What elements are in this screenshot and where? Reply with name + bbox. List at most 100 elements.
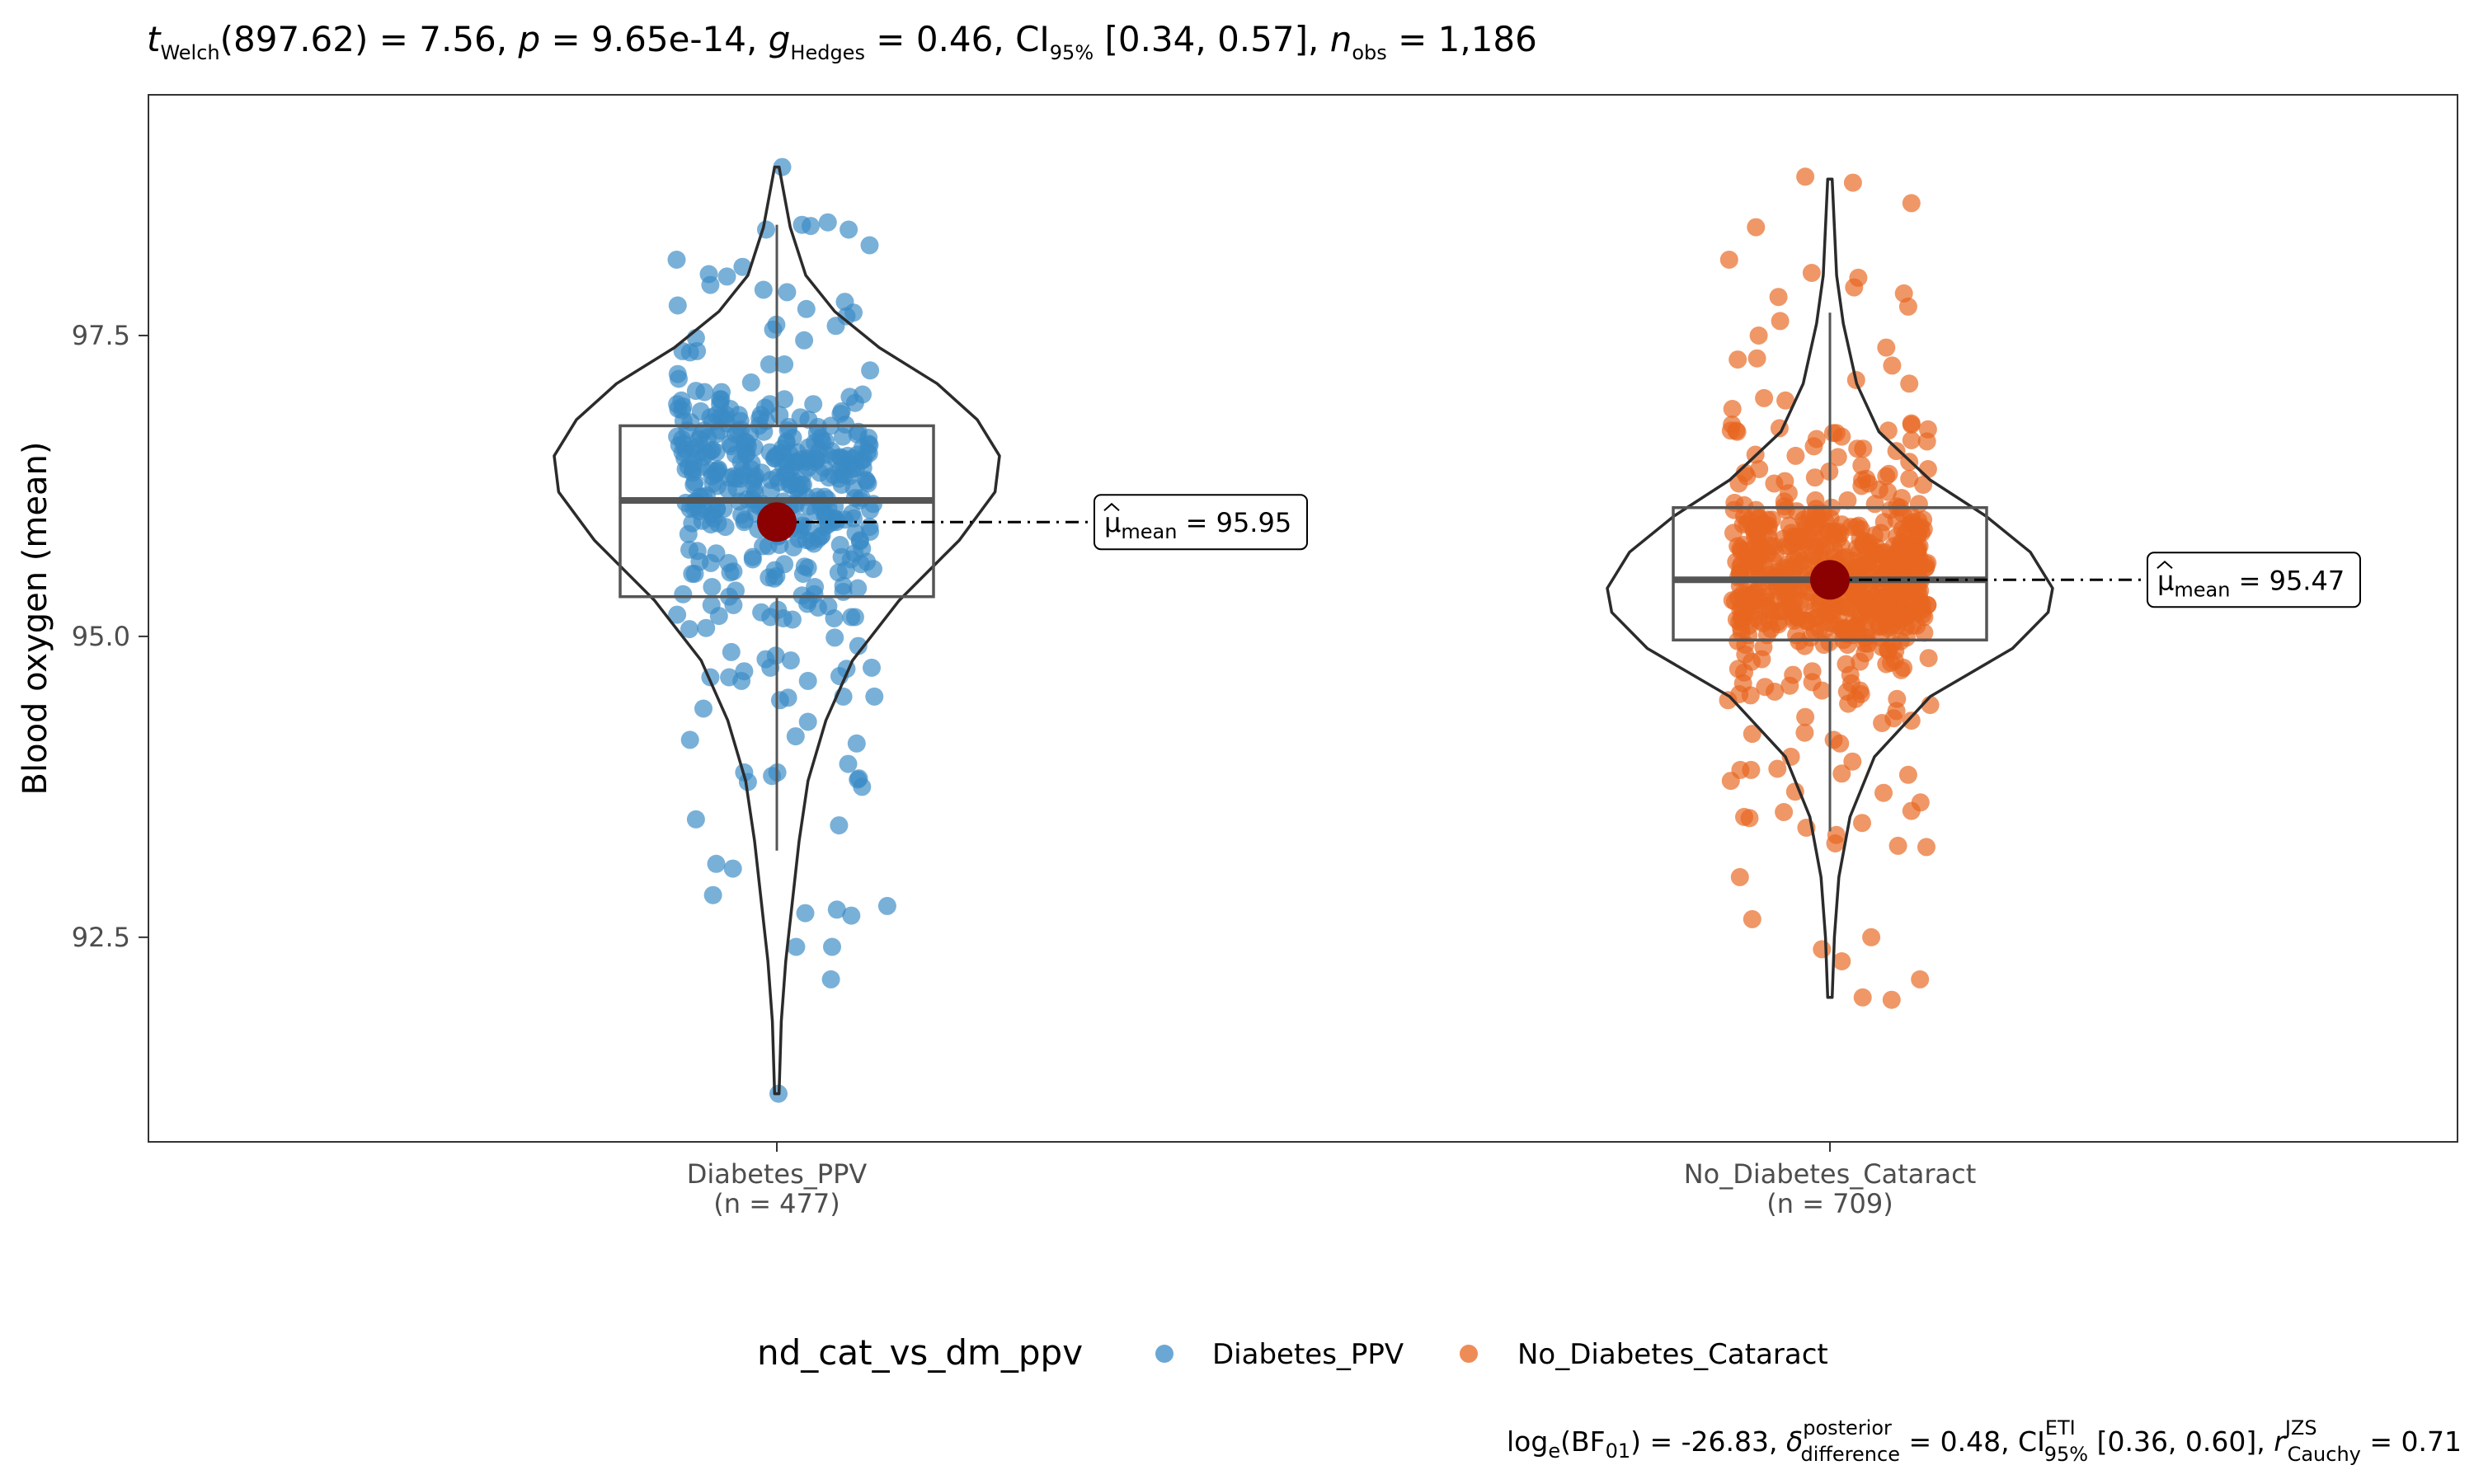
data-point (668, 395, 687, 414)
data-point (778, 688, 797, 707)
mean-subscript: mean (2174, 578, 2230, 601)
data-point (1748, 553, 1767, 572)
data-point (1750, 611, 1769, 630)
data-point (731, 453, 750, 472)
data-point (668, 605, 687, 624)
data-point (673, 341, 692, 360)
data-point (1849, 268, 1868, 287)
y-tick-label: 97.5 (72, 320, 130, 351)
data-point (783, 429, 802, 447)
data-point (1739, 511, 1758, 530)
data-point (707, 544, 726, 563)
data-point (1832, 537, 1851, 556)
mean-subscript: mean (1121, 520, 1177, 543)
data-point (708, 461, 727, 480)
hat-mark (1103, 502, 1120, 511)
data-point (1882, 616, 1901, 635)
legend-swatch-no-diabetes-cataract (1460, 1345, 1478, 1363)
data-point (1724, 500, 1743, 519)
ci-subscript: 95% (1050, 41, 1094, 64)
data-point (679, 524, 698, 543)
x-tick-label-diabetes-ppv: Diabetes_PPV (687, 1158, 868, 1190)
data-point (1785, 782, 1804, 801)
mean-point-no-diabetes-cataract (1810, 560, 1850, 600)
data-point (1794, 510, 1813, 529)
data-point (1749, 326, 1768, 345)
data-point (1914, 476, 1933, 494)
data-point (789, 529, 808, 548)
data-point (1848, 439, 1867, 458)
data-point (1727, 421, 1746, 440)
data-point (1742, 760, 1761, 779)
data-point (839, 754, 858, 773)
data-point (1826, 834, 1845, 852)
x-tick-count-diabetes-ppv: (n = 477) (713, 1188, 840, 1219)
data-point (1776, 391, 1795, 410)
data-point (1787, 626, 1806, 645)
data-point (754, 280, 773, 299)
data-point (798, 558, 817, 577)
data-point (797, 299, 816, 318)
r-value: = 0.71 (2361, 1425, 2462, 1458)
data-point (679, 458, 698, 477)
t-subscript: Welch (160, 41, 219, 64)
data-point (798, 671, 817, 690)
data-point (823, 937, 841, 956)
data-point (849, 579, 868, 598)
data-point (719, 553, 738, 572)
legend: nd_cat_vs_dm_ppv Diabetes_PPV No_Diabete… (757, 1332, 1828, 1373)
data-point (1838, 491, 1857, 510)
data-point (760, 355, 778, 373)
delta-subscript: difference (1800, 1443, 1899, 1466)
data-point (1879, 482, 1898, 501)
data-point (1900, 469, 1919, 488)
box-no-diabetes-cataract (1672, 505, 1988, 642)
mean-value: = 95.47 (2230, 565, 2345, 596)
data-point (1828, 448, 1847, 467)
data-point (1833, 621, 1852, 640)
g-value: = 0.46, CI (865, 19, 1050, 59)
data-point (798, 712, 817, 731)
data-point (1719, 251, 1738, 269)
chart-subtitle: tWelch(897.62) = 7.56, p = 9.65e-14, gHe… (147, 19, 1537, 64)
data-point (724, 467, 743, 486)
r-symbol: r (2274, 1425, 2287, 1458)
plot-panel-border (148, 94, 2458, 1143)
data-point (1857, 613, 1876, 632)
y-tick-label: 92.5 (72, 922, 130, 953)
ci-value: [0.34, 0.57], (1094, 19, 1330, 59)
data-point (780, 444, 798, 463)
violin-no-diabetes-cataract (1606, 177, 2054, 999)
legend-title: nd_cat_vs_dm_ppv (757, 1332, 1083, 1373)
data-point (1805, 468, 1824, 487)
data-point (773, 157, 792, 176)
data-point (1754, 638, 1773, 656)
data-point (1893, 505, 1912, 523)
data-point (703, 885, 722, 904)
data-point (1918, 420, 1937, 439)
data-point (849, 422, 868, 441)
data-point (707, 443, 726, 462)
data-point (1832, 764, 1851, 783)
r-superscript: JZS (2284, 1416, 2317, 1439)
data-point (1796, 167, 1815, 186)
data-point (778, 283, 797, 302)
data-point (1747, 218, 1766, 237)
data-point (799, 591, 818, 610)
data-point (1813, 940, 1832, 959)
data-point (852, 555, 870, 574)
data-point (1897, 628, 1916, 647)
data-point (865, 687, 884, 706)
data-point (786, 727, 805, 746)
data-point (1768, 759, 1787, 778)
data-point (1911, 970, 1930, 989)
data-point (1831, 734, 1850, 753)
data-point (1857, 542, 1876, 561)
data-point (697, 618, 716, 637)
data-point (667, 251, 686, 269)
data-point (792, 513, 811, 532)
legend-swatch-diabetes-ppv (1155, 1345, 1174, 1363)
data-point (1786, 446, 1805, 465)
data-point (1729, 537, 1747, 556)
